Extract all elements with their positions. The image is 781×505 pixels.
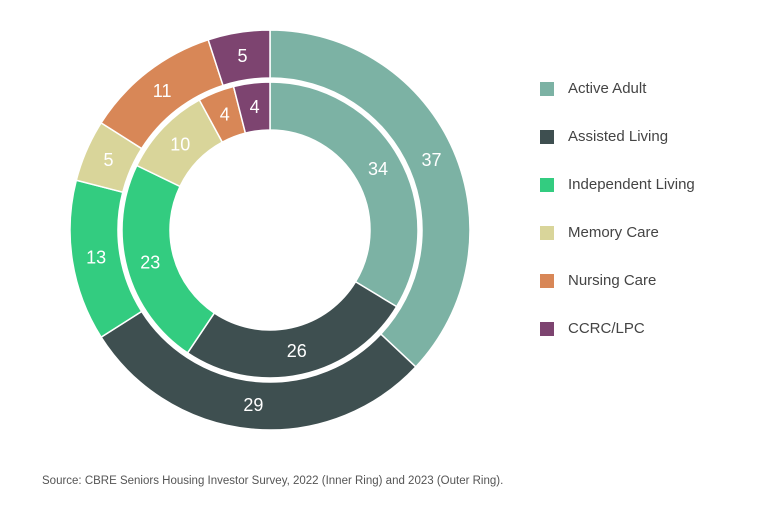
slice-label: 4 <box>250 97 260 117</box>
slice-label: 4 <box>220 105 230 125</box>
legend-label: Active Adult <box>568 80 646 97</box>
legend-swatch <box>540 82 554 96</box>
slice-label: 37 <box>422 150 442 170</box>
legend-swatch <box>540 130 554 144</box>
legend-item-ccrc_lpc: CCRC/LPC <box>540 320 760 337</box>
slice-label: 29 <box>243 395 263 415</box>
legend: Active Adult Assisted Living Independent L… <box>540 80 760 368</box>
slice-label: 34 <box>368 159 388 179</box>
legend-item-active_adult: Active Adult <box>540 80 760 97</box>
legend-label: Assisted Living <box>568 128 668 145</box>
legend-swatch <box>540 274 554 288</box>
legend-item-assisted_living: Assisted Living <box>540 128 760 145</box>
legend-label: CCRC/LPC <box>568 320 645 337</box>
source-note: Source: CBRE Seniors Housing Investor Su… <box>42 475 503 487</box>
slice-label: 26 <box>287 341 307 361</box>
legend-swatch <box>540 178 554 192</box>
legend-label: Memory Care <box>568 224 659 241</box>
slice-label: 23 <box>140 252 160 272</box>
legend-swatch <box>540 226 554 240</box>
legend-item-nursing_care: Nursing Care <box>540 272 760 289</box>
legend-swatch <box>540 322 554 336</box>
slice-label: 13 <box>86 248 106 268</box>
legend-label: Independent Living <box>568 176 695 193</box>
donut-chart: 37 29 13 5 11 5 34 26 23 10 44 <box>60 20 480 440</box>
slice-label: 5 <box>103 150 113 170</box>
legend-label: Nursing Care <box>568 272 656 289</box>
slice-label: 11 <box>153 81 172 101</box>
legend-item-memory_care: Memory Care <box>540 224 760 241</box>
slice-label: 5 <box>237 46 247 66</box>
slice-label: 10 <box>170 134 190 154</box>
legend-item-independent_living: Independent Living <box>540 176 760 193</box>
